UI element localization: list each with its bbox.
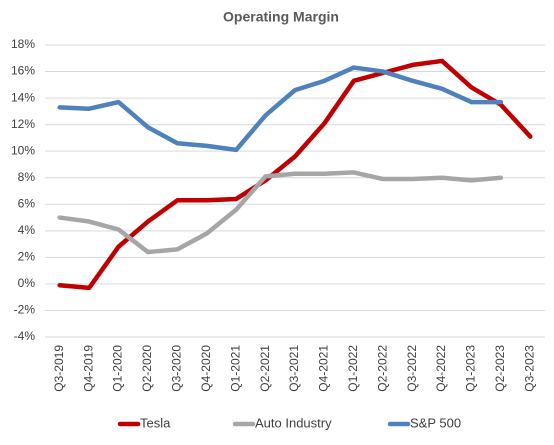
x-tick-label: Q1-2022 [346, 345, 360, 392]
x-tick-label: Q3-2020 [170, 345, 184, 392]
x-tick-label: Q2-2020 [140, 345, 154, 392]
x-tick-label: Q1-2020 [111, 345, 125, 392]
x-tick-label: Q3-2021 [287, 345, 301, 392]
y-tick-label: 2% [18, 250, 36, 264]
x-tick-label: Q2-2022 [375, 345, 389, 392]
y-tick-label: 6% [18, 196, 36, 210]
y-tick-label: 14% [11, 90, 35, 104]
y-tick-label: -2% [14, 303, 36, 317]
x-tick-label: Q1-2023 [464, 345, 478, 392]
x-tick-label: Q4-2022 [434, 345, 448, 392]
x-tick-label: Q3-2019 [52, 345, 66, 392]
y-tick-label: 4% [18, 223, 36, 237]
x-tick-label: Q1-2021 [228, 345, 242, 392]
x-tick-label: Q2-2021 [258, 345, 272, 392]
y-tick-label: 18% [11, 37, 35, 51]
series-line [57, 65, 504, 153]
y-tick-label: -4% [14, 329, 36, 343]
y-tick-label: 16% [11, 64, 35, 78]
x-tick-label: Q2-2023 [493, 345, 507, 392]
chart-title: Operating Margin [223, 9, 339, 25]
x-tick-label: Q3-2022 [405, 345, 419, 392]
series-line [57, 58, 533, 291]
series-line [57, 170, 504, 255]
legend-label: Tesla [140, 415, 171, 430]
legend-label: S&P 500 [410, 415, 461, 430]
y-tick-label: 10% [11, 143, 35, 157]
x-tick-label: Q4-2019 [81, 345, 95, 392]
x-tick-label: Q4-2020 [199, 345, 213, 392]
y-tick-label: 8% [18, 170, 36, 184]
y-tick-label: 12% [11, 117, 35, 131]
x-tick-label: Q4-2021 [317, 345, 331, 392]
legend-label: Auto Industry [255, 415, 332, 430]
y-tick-label: 0% [18, 276, 36, 290]
x-tick-label: Q3-2023 [522, 345, 536, 392]
